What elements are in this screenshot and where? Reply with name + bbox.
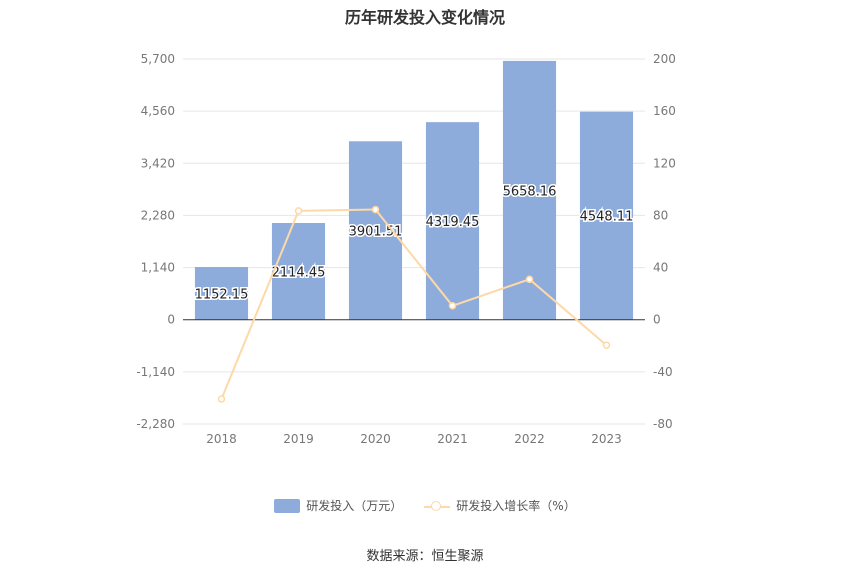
chart-title: 历年研发投入变化情况 — [344, 8, 505, 27]
legend: 研发投入（万元） 研发投入增长率（%） — [0, 497, 850, 514]
bar-value-label: 2114.45 — [272, 265, 326, 280]
x-tick-label: 2021 — [437, 432, 468, 446]
grid-lines — [183, 58, 645, 425]
bar — [194, 267, 249, 320]
y-right-tick-label: 200 — [653, 52, 676, 66]
bar-value-label: 4548.11 — [580, 210, 634, 225]
growth-point — [602, 341, 611, 350]
growth-point — [294, 207, 303, 215]
bars — [194, 60, 634, 320]
legend-item-bar[interactable]: 研发投入（万元） — [274, 497, 402, 514]
bar-value-label: 4319.45 — [426, 215, 480, 230]
y-right-tick-label: 120 — [653, 156, 676, 170]
growth-point — [217, 395, 226, 403]
axes: 5,700 200 4,560 160 3,420 120 2,280 80 1,140 40 0 0… — [136, 52, 676, 446]
y-left-tick-label: 3,420 — [141, 156, 175, 170]
y-left-tick-label: 0 — [167, 313, 175, 327]
bar-value-label: 1152.15 — [195, 287, 249, 302]
source-note: 数据来源：恒生聚源 — [366, 549, 484, 564]
x-tick-label: 2020 — [360, 432, 391, 446]
bar — [579, 111, 634, 320]
growth-point — [371, 205, 380, 214]
y-left-tick-label: 4,560 — [141, 104, 175, 118]
growth-line — [217, 205, 611, 403]
legend-label-bar: 研发投入（万元） — [306, 499, 403, 513]
bar — [425, 122, 480, 320]
y-left-tick-label: -1,140 — [136, 365, 175, 379]
x-tick-label: 2022 — [514, 432, 545, 446]
legend-line-swatch — [424, 499, 451, 513]
y-right-tick-label: 80 — [653, 208, 668, 222]
x-tick-label: 2018 — [206, 432, 237, 446]
legend-item-line[interactable]: 研发投入增长率（%） — [424, 497, 576, 514]
growth-point — [448, 302, 457, 310]
bar-data-labels: 1152.152114.453901.514319.455658.164548.… — [193, 183, 635, 304]
y-right-tick-label: -80 — [653, 417, 673, 431]
bar — [271, 223, 326, 320]
y-left-tick-label: 5,700 — [141, 52, 175, 66]
y-right-tick-label: 0 — [653, 313, 661, 327]
growth-line-path — [220, 208, 608, 400]
y-left-tick-label: -2,280 — [136, 417, 175, 431]
growth-point — [525, 275, 534, 284]
x-tick-label: 2023 — [591, 432, 622, 446]
y-right-tick-label: 40 — [653, 261, 668, 275]
y-right-tick-label: 160 — [653, 104, 676, 118]
y-left-tick-label: 1,140 — [141, 261, 175, 275]
y-left-tick-label: 2,280 — [141, 208, 175, 222]
legend-label-line: 研发投入增长率（%） — [456, 499, 576, 513]
bar-value-label: 5658.16 — [503, 184, 557, 199]
legend-bar-swatch — [274, 498, 301, 513]
y-right-tick-label: -40 — [653, 365, 673, 379]
x-tick-label: 2019 — [283, 432, 314, 446]
